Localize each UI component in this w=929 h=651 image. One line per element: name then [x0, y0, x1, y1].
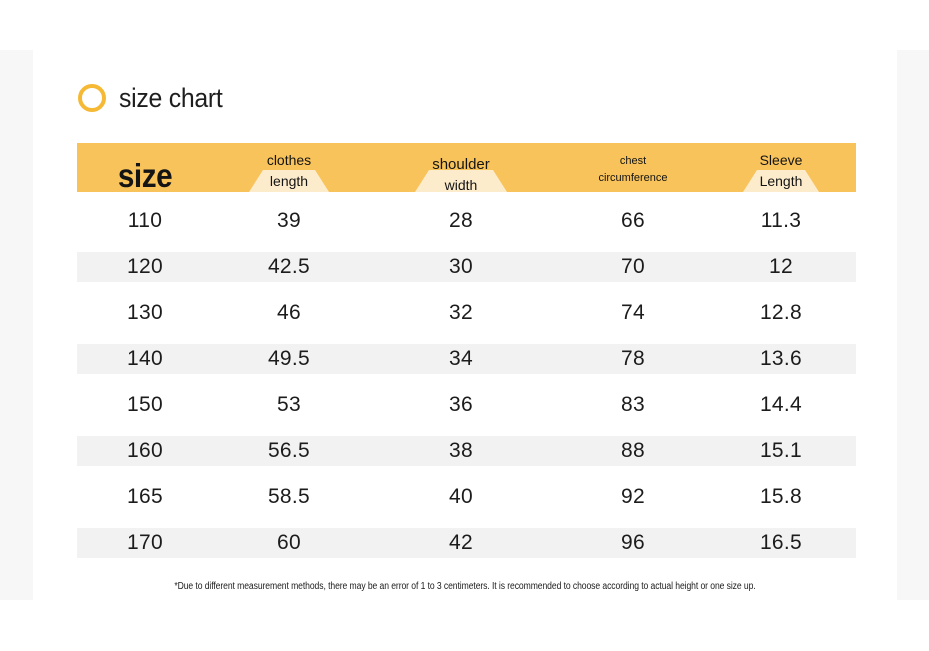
- cell-size: 170: [127, 531, 163, 554]
- cell-chest: 83: [621, 393, 645, 416]
- table-row: 120 42.5 30 70 12: [77, 252, 856, 282]
- cell-size: 165: [127, 485, 163, 508]
- chart-card: [33, 50, 897, 600]
- cell-shoulder-width: 42: [449, 531, 473, 554]
- measurement-note-text: *Due to different measurement methods, t…: [173, 581, 756, 592]
- ring-icon: [78, 84, 106, 112]
- cell-clothes-length: 58.5: [267, 485, 311, 508]
- cell-sleeve: 14.4: [759, 393, 803, 416]
- header-clothes-length-line1: clothes: [266, 152, 312, 168]
- cell-chest: 96: [621, 531, 645, 554]
- header-size-label: size: [117, 157, 173, 194]
- header-chest-line1: chest: [619, 155, 647, 167]
- cell-shoulder-width: 30: [449, 255, 473, 278]
- cell-sleeve: 11.3: [760, 209, 802, 232]
- size-table: size clothes length shoulder width chest…: [77, 143, 856, 558]
- header-clothes-length: clothes length: [239, 143, 339, 192]
- cell-shoulder-width: 28: [449, 209, 473, 232]
- table-row: 150 53 36 83 14.4: [77, 390, 856, 420]
- cell-shoulder-width: 40: [449, 485, 473, 508]
- cell-sleeve: 16.5: [759, 531, 803, 554]
- cell-sleeve: 15.8: [759, 485, 803, 508]
- cell-clothes-length: 53: [277, 393, 301, 416]
- cell-chest: 92: [621, 485, 645, 508]
- header-tab: [743, 170, 819, 192]
- cell-shoulder-width: 34: [449, 347, 473, 370]
- cell-clothes-length: 46: [277, 301, 301, 324]
- header-shoulder-width: shoulder width: [411, 143, 511, 193]
- header-shoulder-width-line2: width: [444, 177, 478, 193]
- header-sleeve-line1: Sleeve: [759, 152, 803, 168]
- table-header: size clothes length shoulder width chest…: [77, 143, 856, 194]
- header-shoulder-width-line1: shoulder: [432, 156, 490, 173]
- table-row: 160 56.5 38 88 15.1: [77, 436, 856, 466]
- cell-sleeve: 13.6: [759, 347, 803, 370]
- cell-chest: 70: [621, 255, 645, 278]
- cell-chest: 66: [621, 209, 645, 232]
- page-title: size chart: [119, 82, 223, 113]
- cell-size: 120: [127, 255, 163, 278]
- cell-size: 160: [127, 439, 163, 462]
- cell-size: 110: [127, 209, 163, 232]
- cell-chest: 88: [621, 439, 645, 462]
- title-row: size chart: [78, 80, 232, 116]
- table-row: 110 39 28 66 11.3: [77, 206, 856, 236]
- cell-chest: 78: [621, 347, 645, 370]
- cell-size: 130: [127, 301, 163, 324]
- measurement-note: *Due to different measurement methods, t…: [0, 581, 929, 592]
- cell-size: 150: [127, 393, 163, 416]
- header-tab: [415, 170, 507, 192]
- header-sleeve-length: Sleeve Length: [731, 143, 831, 192]
- cell-clothes-length: 60: [277, 531, 301, 554]
- header-clothes-length-line2: length: [269, 173, 309, 189]
- cell-chest: 74: [621, 301, 645, 324]
- cell-shoulder-width: 36: [449, 393, 473, 416]
- table-row: 165 58.5 40 92 15.8: [77, 482, 856, 512]
- table-row: 170 60 42 96 16.5: [77, 528, 856, 558]
- header-chest-line2: circumference: [598, 172, 668, 184]
- cell-sleeve: 12.8: [759, 301, 803, 324]
- header-chest-circumference: chest circumference: [583, 143, 683, 192]
- table-row: 130 46 32 74 12.8: [77, 298, 856, 328]
- cell-sleeve: 15.1: [759, 439, 803, 462]
- cell-size: 140: [127, 347, 163, 370]
- cell-clothes-length: 49.5: [267, 347, 311, 370]
- cell-clothes-length: 42.5: [267, 255, 311, 278]
- table-row: 140 49.5 34 78 13.6: [77, 344, 856, 374]
- cell-shoulder-width: 38: [449, 439, 473, 462]
- cell-shoulder-width: 32: [449, 301, 473, 324]
- cell-sleeve: 12: [769, 255, 793, 278]
- cell-clothes-length: 56.5: [267, 439, 311, 462]
- header-sleeve-line2: Length: [759, 173, 803, 189]
- header-size: size: [95, 143, 195, 194]
- cell-clothes-length: 39: [277, 209, 301, 232]
- header-tab: [249, 170, 329, 192]
